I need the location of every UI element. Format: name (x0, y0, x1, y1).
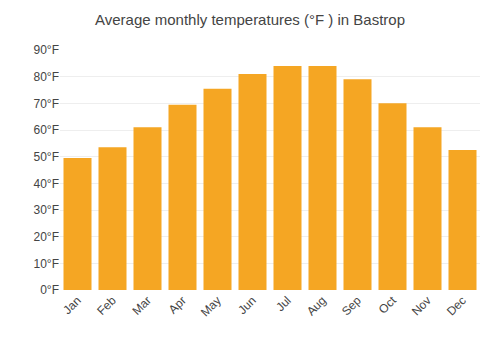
svg-text:50°F: 50°F (34, 150, 59, 164)
svg-text:Mar: Mar (129, 293, 154, 318)
svg-text:20°F: 20°F (34, 230, 59, 244)
svg-text:Jun: Jun (235, 293, 259, 317)
svg-text:Jan: Jan (60, 293, 84, 317)
svg-text:Feb: Feb (94, 293, 119, 318)
svg-text:0°F: 0°F (40, 283, 59, 297)
svg-text:Sep: Sep (339, 293, 364, 318)
svg-text:80°F: 80°F (34, 70, 59, 84)
svg-text:Oct: Oct (376, 293, 400, 317)
svg-text:Dec: Dec (444, 293, 469, 318)
svg-text:90°F: 90°F (34, 43, 59, 57)
svg-text:Jul: Jul (273, 293, 294, 314)
svg-text:30°F: 30°F (34, 203, 59, 217)
svg-text:Nov: Nov (409, 293, 434, 318)
svg-text:70°F: 70°F (34, 97, 59, 111)
svg-text:10°F: 10°F (34, 257, 59, 271)
svg-text:Average monthly temperatures (: Average monthly temperatures (°F ) in Ba… (95, 11, 405, 28)
svg-text:May: May (198, 293, 224, 319)
svg-text:Aug: Aug (304, 293, 329, 318)
svg-text:Apr: Apr (166, 293, 189, 316)
svg-text:40°F: 40°F (34, 177, 59, 191)
svg-text:60°F: 60°F (34, 123, 59, 137)
